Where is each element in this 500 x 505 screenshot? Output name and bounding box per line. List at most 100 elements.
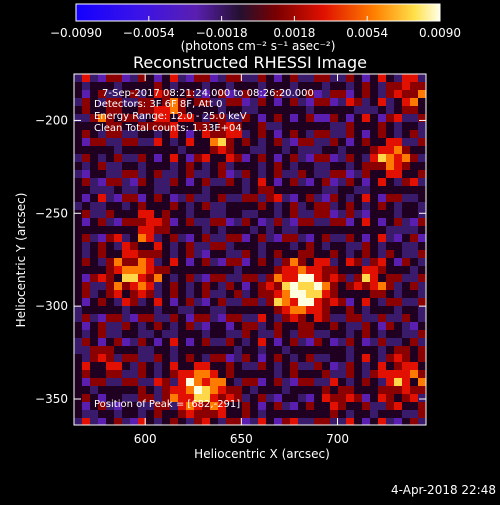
heatmap-cell <box>226 330 235 339</box>
heatmap-cell <box>402 210 411 219</box>
heatmap-cell <box>130 170 139 179</box>
heatmap-cell <box>394 418 403 425</box>
heatmap-cell <box>410 418 419 425</box>
heatmap-cell <box>82 370 91 379</box>
plot-frame <box>73 73 427 426</box>
heatmap-cell <box>274 306 283 315</box>
heatmap-cell <box>258 330 267 339</box>
heatmap-cell <box>250 138 259 147</box>
heatmap-cell <box>106 226 115 235</box>
heatmap-cell <box>90 330 99 339</box>
heatmap-cell <box>130 194 139 203</box>
heatmap-cell <box>74 90 83 99</box>
heatmap-cell <box>162 186 171 195</box>
heatmap-cell <box>346 226 355 235</box>
heatmap-cell <box>202 290 211 299</box>
heatmap-cell <box>330 354 339 363</box>
heatmap-cell <box>74 314 83 323</box>
heatmap-cell <box>146 122 155 131</box>
heatmap-cell <box>370 114 379 123</box>
heatmap-cell <box>82 346 91 355</box>
heatmap-cell <box>82 74 91 83</box>
heatmap-cell <box>394 258 403 267</box>
heatmap-cell <box>378 154 387 163</box>
heatmap-cell <box>282 386 291 395</box>
heatmap-cell <box>178 386 187 395</box>
heatmap-cell <box>290 162 299 171</box>
heatmap-cell <box>298 170 307 179</box>
footer-timestamp: 4-Apr-2018 22:48 <box>391 483 496 497</box>
heatmap-cell <box>122 234 131 243</box>
heatmap-cell <box>162 178 171 187</box>
heatmap-cell <box>234 362 243 371</box>
heatmap-cell <box>210 250 219 259</box>
heatmap-cell <box>362 250 371 259</box>
heatmap-cell <box>98 338 107 347</box>
heatmap-cell <box>170 362 179 371</box>
heatmap-cell <box>234 82 243 91</box>
heatmap-cell <box>258 226 267 235</box>
heatmap-cell <box>234 98 243 107</box>
heatmap-cell <box>346 290 355 299</box>
heatmap-cell <box>122 418 131 425</box>
heatmap-cell <box>90 186 99 195</box>
heatmap-cell <box>290 234 299 243</box>
heatmap-cell <box>354 394 363 403</box>
heatmap-cell <box>354 282 363 291</box>
heatmap-cell <box>274 282 283 291</box>
heatmap-cell <box>250 386 259 395</box>
heatmap-cell <box>378 218 387 227</box>
heatmap-cell <box>122 178 131 187</box>
heatmap-cell <box>362 402 371 411</box>
heatmap-cell <box>194 82 203 91</box>
heatmap-cell <box>386 306 395 315</box>
heatmap-cell <box>266 346 275 355</box>
heatmap-cell <box>194 258 203 267</box>
heatmap-cell <box>370 250 379 259</box>
heatmap-cell <box>242 106 251 115</box>
heatmap-cell <box>122 298 131 307</box>
heatmap-cell <box>114 378 123 387</box>
heatmap-cell <box>202 274 211 283</box>
heatmap-cell <box>186 266 195 275</box>
heatmap-cell <box>154 90 163 99</box>
heatmap-cell <box>266 226 275 235</box>
heatmap-cell <box>410 178 419 187</box>
heatmap-cell <box>354 194 363 203</box>
heatmap-cell <box>122 106 131 115</box>
heatmap-cell <box>226 178 235 187</box>
heatmap-cell <box>282 418 291 425</box>
heatmap-cell <box>178 170 187 179</box>
heatmap-cell <box>106 266 115 275</box>
heatmap-cell <box>378 330 387 339</box>
heatmap-cell <box>226 258 235 267</box>
heatmap-cell <box>138 386 147 395</box>
heatmap-cell <box>274 386 283 395</box>
heatmap-cell <box>98 266 107 275</box>
heatmap-cell <box>194 186 203 195</box>
heatmap-cell <box>322 130 331 139</box>
annotation-detectors: Detectors: 3F 6F 8F, Att 0 <box>94 99 222 110</box>
heatmap-cell <box>290 226 299 235</box>
heatmap-cell <box>226 242 235 251</box>
heatmap-cell <box>234 402 243 411</box>
heatmap-cell <box>226 354 235 363</box>
heatmap-cell <box>370 282 379 291</box>
heatmap-cell <box>394 290 403 299</box>
heatmap-cell <box>346 274 355 283</box>
heatmap-cell <box>218 418 227 425</box>
heatmap-cell <box>154 362 163 371</box>
heatmap-cell <box>82 274 91 283</box>
heatmap-cell <box>138 250 147 259</box>
heatmap-cell <box>210 346 219 355</box>
heatmap-cell <box>162 122 171 131</box>
heatmap-cell <box>370 394 379 403</box>
heatmap-cell <box>74 186 83 195</box>
heatmap-cell <box>178 242 187 251</box>
heatmap-cell <box>122 306 131 315</box>
heatmap-cell <box>210 170 219 179</box>
heatmap-cell <box>226 394 235 403</box>
heatmap-cell <box>194 274 203 283</box>
heatmap-cell <box>194 410 203 419</box>
heatmap-cell <box>186 386 195 395</box>
